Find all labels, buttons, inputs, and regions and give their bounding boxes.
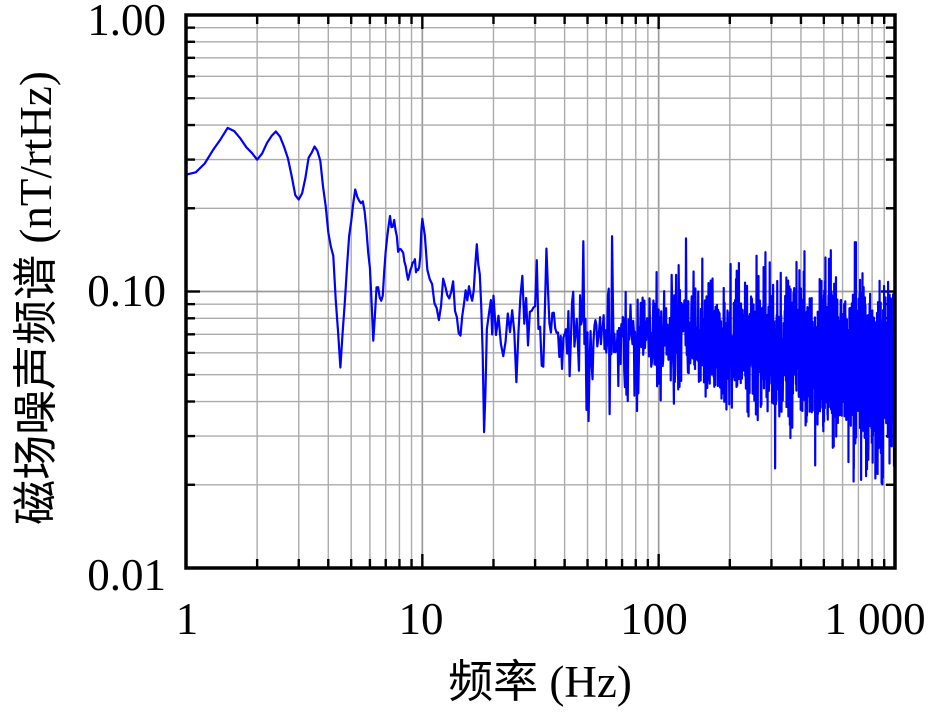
noise-spectrum-line — [186, 126, 895, 486]
y-tick-label-0-01: 0.01 — [87, 550, 166, 600]
x-tick-label-10: 10 — [398, 594, 444, 644]
x-axis-title: 频率 (Hz) — [448, 657, 632, 707]
x-tick-label-1: 1 — [175, 594, 199, 644]
y-axis-title: 磁场噪声频谱 (nT/rtHz) — [11, 71, 61, 525]
x-tick-label-1000: 1 000 — [824, 594, 926, 644]
y-tick-label-1-00: 1.00 — [87, 0, 166, 45]
x-tick-label-100: 100 — [620, 594, 688, 644]
y-tick-label-0-10: 0.10 — [87, 266, 166, 316]
